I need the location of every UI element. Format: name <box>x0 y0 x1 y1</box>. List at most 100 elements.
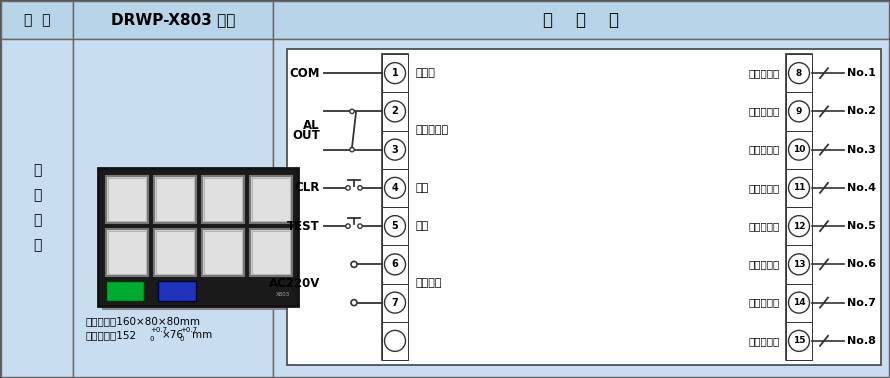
Circle shape <box>384 139 406 160</box>
Text: 型  号: 型 号 <box>24 13 50 27</box>
Circle shape <box>351 300 357 306</box>
Circle shape <box>789 101 810 122</box>
Bar <box>154 229 196 276</box>
Circle shape <box>789 139 810 160</box>
Text: 0: 0 <box>150 336 155 342</box>
Text: TEST: TEST <box>287 220 320 232</box>
Bar <box>287 49 881 365</box>
Text: 6: 6 <box>392 259 399 270</box>
Text: COM: COM <box>289 67 320 80</box>
Bar <box>786 322 812 360</box>
Circle shape <box>358 224 362 228</box>
Text: 第八路输入: 第八路输入 <box>748 336 780 346</box>
Text: 开孔尺寸：152: 开孔尺寸：152 <box>85 330 136 340</box>
Circle shape <box>789 215 810 237</box>
Bar <box>382 245 408 284</box>
Text: No.1: No.1 <box>847 68 876 78</box>
Bar <box>204 178 242 221</box>
Text: 第一路输入: 第一路输入 <box>748 68 780 78</box>
Bar <box>786 54 812 92</box>
Bar <box>786 245 812 284</box>
Bar <box>273 39 889 377</box>
Text: No.7: No.7 <box>847 297 876 308</box>
Bar <box>158 281 196 301</box>
Text: 12: 12 <box>793 222 805 231</box>
Bar <box>382 207 408 245</box>
Text: 8: 8 <box>796 69 802 77</box>
Circle shape <box>346 186 350 190</box>
Text: 第七路输入: 第七路输入 <box>748 297 780 308</box>
Text: 仪表尺寸：160×80×80mm: 仪表尺寸：160×80×80mm <box>85 316 200 326</box>
Text: 第六路输入: 第六路输入 <box>748 259 780 270</box>
Bar <box>382 130 408 169</box>
Bar <box>73 39 273 377</box>
Bar <box>108 231 146 274</box>
Bar <box>786 284 812 322</box>
Text: 测试: 测试 <box>416 221 429 231</box>
Bar <box>786 169 812 207</box>
Circle shape <box>346 224 350 228</box>
Text: 15: 15 <box>793 336 805 345</box>
Bar <box>252 178 290 221</box>
Bar <box>382 322 408 360</box>
Text: mm: mm <box>192 330 212 340</box>
Text: 仪
表
外
形: 仪 表 外 形 <box>33 164 41 253</box>
Text: DRWP-X803 系列: DRWP-X803 系列 <box>111 12 235 28</box>
Text: No.5: No.5 <box>847 221 876 231</box>
Circle shape <box>384 330 406 352</box>
Circle shape <box>384 101 406 122</box>
Bar <box>786 92 812 130</box>
Bar <box>382 169 408 207</box>
Text: No.8: No.8 <box>847 336 876 346</box>
Text: 7: 7 <box>392 297 399 308</box>
Text: 继电器输出: 继电器输出 <box>416 125 449 135</box>
Text: No.4: No.4 <box>847 183 876 193</box>
Bar <box>786 54 812 360</box>
Bar <box>250 176 292 223</box>
Bar <box>154 176 196 223</box>
Text: OUT: OUT <box>292 129 320 142</box>
Text: 接    线    图: 接 线 图 <box>543 11 619 29</box>
Bar <box>108 178 146 221</box>
Text: 消音: 消音 <box>416 183 429 193</box>
Bar <box>273 1 889 39</box>
Text: 第四路输入: 第四路输入 <box>748 183 780 193</box>
Text: 0: 0 <box>180 336 184 342</box>
Bar <box>106 229 148 276</box>
Bar <box>156 178 194 221</box>
Text: 供电电源: 供电电源 <box>416 279 442 288</box>
Bar <box>102 172 302 310</box>
Circle shape <box>789 177 810 198</box>
Text: +0.7: +0.7 <box>180 327 197 333</box>
Bar <box>106 176 148 223</box>
Bar <box>382 92 408 130</box>
Text: 14: 14 <box>793 298 805 307</box>
Bar <box>786 207 812 245</box>
Circle shape <box>384 292 406 313</box>
Bar <box>382 284 408 322</box>
Bar <box>1 39 73 377</box>
Text: AL: AL <box>303 119 320 132</box>
Text: No.2: No.2 <box>847 106 876 116</box>
Bar <box>382 54 408 360</box>
Text: 第二路输入: 第二路输入 <box>748 106 780 116</box>
Text: CLR: CLR <box>295 181 320 194</box>
Bar <box>250 229 292 276</box>
Circle shape <box>789 292 810 313</box>
Circle shape <box>789 330 810 352</box>
Text: 第三路输入: 第三路输入 <box>748 145 780 155</box>
Circle shape <box>789 63 810 84</box>
Bar <box>382 54 408 92</box>
Text: No.6: No.6 <box>847 259 876 270</box>
Circle shape <box>384 177 406 198</box>
Text: 2: 2 <box>392 106 399 116</box>
Bar <box>73 1 273 39</box>
Text: 10: 10 <box>793 145 805 154</box>
Circle shape <box>351 261 357 267</box>
Circle shape <box>384 215 406 237</box>
Text: 9: 9 <box>796 107 802 116</box>
Text: 1: 1 <box>392 68 399 78</box>
Text: 5: 5 <box>392 221 399 231</box>
Text: ×76: ×76 <box>162 330 184 340</box>
Circle shape <box>384 254 406 275</box>
